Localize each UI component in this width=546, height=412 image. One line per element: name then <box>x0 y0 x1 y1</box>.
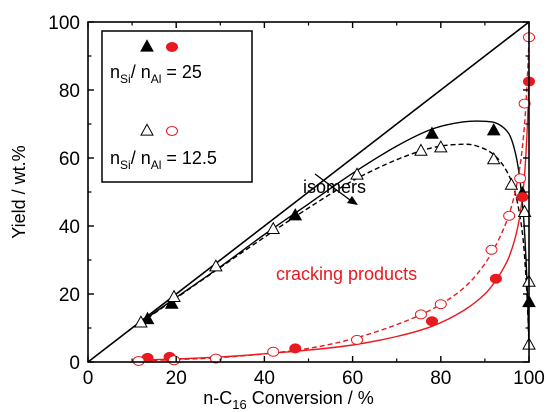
data-point-cracking-circle-open-10 <box>518 98 531 109</box>
isomers-annotation: isomers <box>303 177 366 197</box>
data-point-cracking-circle-open-4 <box>351 334 364 345</box>
x-axis-label: n-C16 Conversion / % <box>203 388 374 412</box>
y-tick-label: 0 <box>69 353 80 374</box>
x-tick-label: 60 <box>342 368 363 389</box>
y-tick-label: 100 <box>48 13 80 34</box>
x-tick-label: 100 <box>513 368 545 389</box>
data-point-isomers-triangle-open-7 <box>486 151 501 165</box>
data-point-cracking-circle-filled-2 <box>289 343 302 354</box>
isomers-annotation-pointer <box>314 173 351 201</box>
data-point-cracking-circle-filled-5 <box>516 192 529 203</box>
data-point-cracking-circle-open-3 <box>267 346 280 357</box>
data-point-isomers-triangle-open-8 <box>504 177 519 190</box>
data-point-cracking-circle-open-1 <box>167 355 180 366</box>
legend-box <box>101 30 253 183</box>
data-point-isomers-triangle-open-1 <box>167 289 181 303</box>
legend-circle-filled <box>166 42 178 52</box>
x-tick-label: 80 <box>430 368 451 389</box>
x-tick-label: 20 <box>166 368 187 389</box>
data-point-isomers-triangle-open-6 <box>433 140 448 153</box>
y-tick-label: 40 <box>59 217 80 238</box>
legend-label: nSi/ nAl = 25 <box>110 62 202 86</box>
x-tick-label: 40 <box>254 368 275 389</box>
diagonal-reference-line <box>87 21 530 363</box>
data-point-cracking-circle-open-9 <box>514 173 527 184</box>
y-tick-label: 60 <box>59 149 80 170</box>
legend-triangle-open <box>140 123 154 136</box>
legend-circle-open <box>166 126 178 136</box>
y-tick-label: 80 <box>59 81 80 102</box>
data-point-isomers-triangle-open-4 <box>350 167 364 180</box>
legend-label: nSi/ nAl = 12.5 <box>110 148 217 172</box>
data-point-isomers-triangle-filled-2 <box>288 208 303 221</box>
legend-triangle-filled <box>140 39 154 52</box>
y-tick-label: 20 <box>59 285 80 306</box>
data-point-cracking-circle-filled-3 <box>425 316 438 327</box>
data-point-isomers-triangle-filled-4 <box>486 123 501 136</box>
cracking-products-annotation: cracking products <box>276 264 417 284</box>
data-point-cracking-circle-open-8 <box>503 210 516 221</box>
data-point-cracking-circle-open-2 <box>209 353 222 364</box>
x-tick-label: 0 <box>83 368 94 389</box>
data-point-isomers-triangle-open-2 <box>209 259 223 272</box>
data-point-isomers-triangle-open-0 <box>134 315 148 328</box>
isomers-annotation-arrowhead <box>347 196 358 205</box>
fit-curve-isomers-ratio-25 <box>144 120 530 346</box>
data-point-cracking-circle-open-5 <box>414 309 427 320</box>
fit-curve-cracking-ratio-12_5 <box>136 38 530 362</box>
data-point-isomers-triangle-open-9 <box>517 204 532 218</box>
data-point-isomers-triangle-filled-3 <box>425 126 439 139</box>
data-point-cracking-circle-filled-4 <box>489 273 502 284</box>
data-point-cracking-circle-open-6 <box>434 299 447 310</box>
data-point-cracking-circle-open-7 <box>485 244 498 255</box>
data-point-isomers-triangle-open-5 <box>414 143 428 156</box>
data-point-isomers-triangle-open-3 <box>266 221 281 235</box>
y-axis-label: Yield / wt.% <box>9 145 29 238</box>
data-point-isomers-triangle-filled-0 <box>140 311 155 325</box>
data-point-isomers-triangle-filled-1 <box>164 296 179 309</box>
data-point-cracking-circle-open-0 <box>132 355 145 366</box>
